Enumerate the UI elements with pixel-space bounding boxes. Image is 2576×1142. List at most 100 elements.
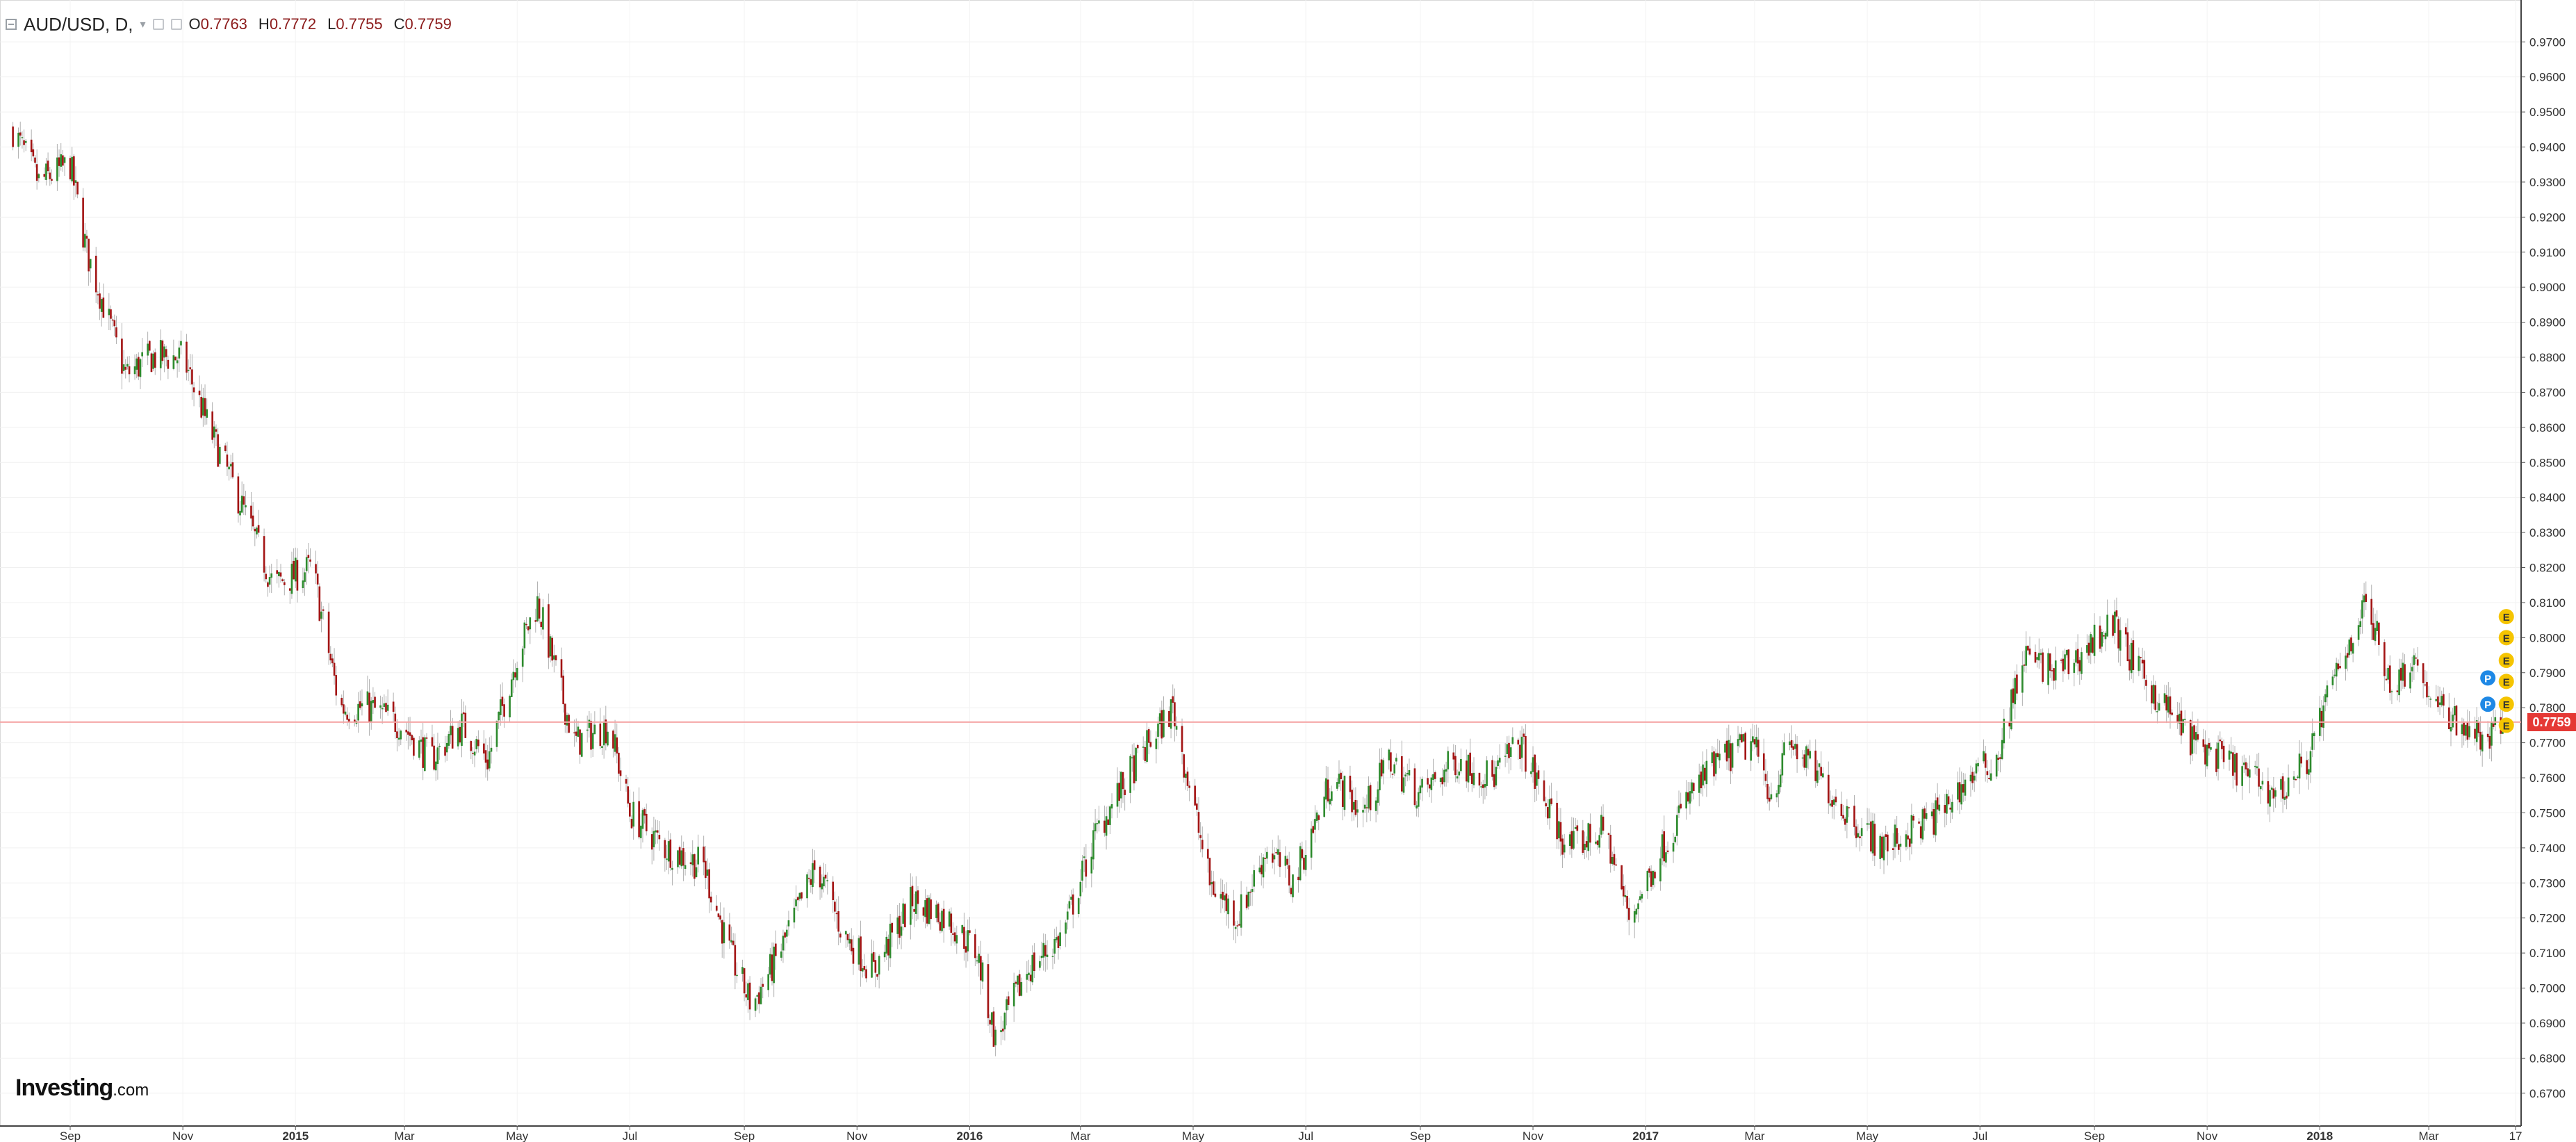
candle-down bbox=[1390, 752, 1392, 772]
candle-up bbox=[1520, 736, 1523, 758]
candle-up bbox=[499, 699, 502, 715]
candle-down bbox=[2219, 740, 2222, 742]
candle-down bbox=[1827, 774, 1830, 804]
candle-up bbox=[1006, 999, 1008, 1011]
candle-down bbox=[784, 932, 786, 938]
candle-down bbox=[1666, 850, 1669, 852]
candle-down bbox=[2466, 721, 2469, 740]
symbol-label[interactable]: AUD/USD, D, bbox=[24, 13, 133, 35]
candle-down bbox=[865, 969, 867, 979]
candle-up bbox=[1742, 734, 1745, 742]
candle-down bbox=[1753, 739, 1756, 744]
candle-down bbox=[568, 715, 570, 733]
candle-down bbox=[1261, 865, 1263, 874]
candle-up bbox=[1899, 843, 1902, 847]
candle-up bbox=[2440, 696, 2443, 705]
candle-up bbox=[1755, 737, 1757, 748]
candle-up bbox=[2047, 653, 2049, 685]
candle-down bbox=[102, 297, 105, 318]
candle-down bbox=[368, 692, 370, 722]
plot-border bbox=[0, 0, 2522, 1127]
candle-up bbox=[2348, 639, 2351, 655]
candle-up bbox=[2461, 724, 2463, 735]
candle-up bbox=[666, 858, 668, 860]
candle-down bbox=[124, 366, 127, 370]
candle-down bbox=[318, 586, 321, 621]
candle-down bbox=[658, 835, 661, 840]
candle-down bbox=[293, 560, 295, 580]
candle-up bbox=[614, 734, 616, 752]
candle-down bbox=[2337, 663, 2340, 669]
y-tick-label: 0.8600 bbox=[2529, 421, 2566, 434]
candle-up bbox=[1665, 852, 1667, 863]
candle-down bbox=[796, 897, 799, 901]
candle-up bbox=[1051, 956, 1054, 957]
candle-up bbox=[1624, 895, 1627, 897]
candle-up bbox=[2206, 744, 2208, 767]
candle-down bbox=[2370, 598, 2373, 625]
candle-up bbox=[580, 733, 583, 757]
y-tick-label: 0.6900 bbox=[2529, 1017, 2566, 1030]
candle-up bbox=[139, 359, 142, 377]
candle-down bbox=[1561, 838, 1564, 855]
candle-up bbox=[2413, 655, 2415, 665]
candle-up bbox=[2073, 662, 2076, 674]
x-tick-label: 2016 bbox=[956, 1129, 983, 1142]
high-label: H bbox=[258, 15, 270, 33]
candle-up bbox=[2036, 657, 2038, 660]
candle-up bbox=[848, 938, 851, 944]
candle-down bbox=[1570, 831, 1573, 849]
candle-up bbox=[1379, 762, 1381, 791]
candle-up bbox=[38, 174, 40, 179]
candle-down bbox=[1589, 824, 1591, 843]
candle-down bbox=[483, 743, 485, 754]
collapse-legend-icon[interactable] bbox=[6, 19, 17, 30]
candle-up bbox=[2010, 690, 2012, 730]
candle-down bbox=[1212, 881, 1215, 895]
candle-up bbox=[1557, 821, 1560, 839]
y-tick-label: 0.8100 bbox=[2529, 596, 2566, 610]
candle-up bbox=[366, 691, 369, 705]
candle-up bbox=[152, 353, 154, 369]
candle-up bbox=[461, 713, 463, 747]
candle-up bbox=[632, 801, 634, 827]
candle-up bbox=[176, 360, 179, 364]
candle-up bbox=[1595, 841, 1597, 844]
candle-up bbox=[1003, 1012, 1006, 1030]
candle-down bbox=[1741, 734, 1743, 743]
candle-down bbox=[161, 340, 164, 361]
candle-down bbox=[1792, 746, 1795, 750]
candle-down bbox=[619, 770, 622, 776]
candle-down bbox=[2140, 657, 2142, 658]
candle-down bbox=[138, 357, 140, 377]
candle-down bbox=[2176, 715, 2179, 723]
candle-down bbox=[12, 127, 14, 147]
candle-up bbox=[1568, 834, 1571, 846]
candle-up bbox=[591, 733, 594, 749]
hide-icon[interactable] bbox=[170, 19, 182, 30]
candle-up bbox=[844, 931, 847, 935]
candle-up bbox=[826, 880, 829, 881]
investing-logo[interactable]: Investing.com bbox=[15, 1075, 149, 1102]
candle-up bbox=[1090, 856, 1093, 874]
candle-down bbox=[850, 939, 853, 952]
candle-up bbox=[795, 899, 797, 906]
candle-up bbox=[924, 900, 926, 917]
candle-up bbox=[1028, 972, 1030, 975]
candle-up bbox=[2398, 669, 2400, 696]
settings-icon[interactable] bbox=[152, 19, 164, 30]
candle-up bbox=[706, 869, 709, 876]
candle-down bbox=[1559, 822, 1562, 842]
candle-up bbox=[667, 841, 670, 862]
candle-down bbox=[1279, 852, 1281, 867]
candle-up bbox=[71, 156, 73, 181]
candle-up bbox=[1012, 982, 1015, 1006]
candle-up bbox=[871, 953, 873, 978]
candle-down bbox=[1233, 900, 1235, 926]
open-label: O bbox=[188, 15, 201, 33]
x-tick-label: Jul bbox=[1298, 1129, 1313, 1142]
candle-up bbox=[521, 649, 524, 667]
candle-up bbox=[2326, 685, 2329, 698]
chevron-down-icon[interactable]: ▾ bbox=[140, 19, 146, 31]
